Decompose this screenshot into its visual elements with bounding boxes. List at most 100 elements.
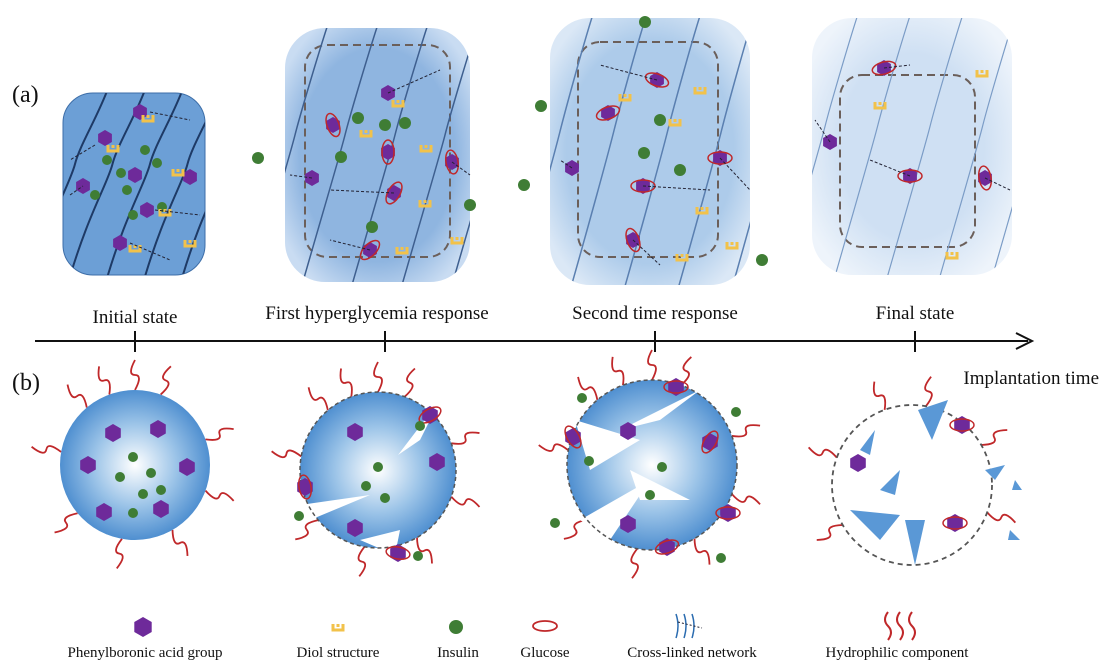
glucose xyxy=(644,72,670,88)
glucose xyxy=(715,506,741,520)
stage-label: Initial state xyxy=(93,307,178,328)
insulin xyxy=(654,114,666,126)
hydrophilic-tail xyxy=(630,548,639,579)
insulin xyxy=(638,147,650,159)
hydrophilic-tail xyxy=(924,376,933,407)
hydrophilic-tail xyxy=(54,512,78,534)
phenylboronic-acid xyxy=(98,130,112,146)
hydrophilic-tail xyxy=(872,381,887,410)
hydrophilic-tail xyxy=(339,368,353,397)
glucose xyxy=(663,380,689,394)
hydrophilic-tail xyxy=(204,490,235,502)
hydrophilic-tail xyxy=(373,361,383,393)
network-icon xyxy=(677,621,703,629)
insulin xyxy=(128,452,138,462)
hydrophilic-tail xyxy=(538,443,569,452)
phenylboronic-acid xyxy=(720,504,736,522)
insulin xyxy=(373,462,383,472)
crack xyxy=(360,530,400,555)
phenylboronic-acid xyxy=(179,458,195,476)
insulin xyxy=(152,158,162,168)
hydrophilic-tail xyxy=(295,519,319,541)
diol xyxy=(873,102,887,110)
hydrophilic-tail xyxy=(31,445,62,454)
diol xyxy=(395,247,409,255)
hydrophilic-tail xyxy=(450,496,481,508)
network xyxy=(812,18,1012,275)
crosslink xyxy=(387,69,441,94)
hydrogel-stages xyxy=(62,18,1012,285)
tail-icon xyxy=(884,611,892,641)
diol xyxy=(359,130,373,138)
diol xyxy=(668,119,682,127)
insulin xyxy=(716,553,726,563)
insulin xyxy=(116,168,126,178)
glucose-icon xyxy=(532,620,558,632)
phenylboronic-acid xyxy=(620,422,636,440)
diol xyxy=(695,207,709,215)
fragment xyxy=(918,400,948,440)
polymer-chain xyxy=(675,18,750,285)
diol xyxy=(975,70,989,78)
insulin xyxy=(577,393,587,403)
insulin xyxy=(128,508,138,518)
crosslink xyxy=(289,174,313,179)
diol xyxy=(183,240,197,248)
insulin xyxy=(90,190,100,200)
final-gel xyxy=(812,18,1012,275)
polymer-chain xyxy=(179,93,205,275)
insulin xyxy=(352,112,364,124)
insulin xyxy=(115,472,125,482)
glucose xyxy=(942,516,968,530)
insulin xyxy=(294,511,304,521)
network xyxy=(550,18,750,285)
legend-label: Diol structure xyxy=(297,645,380,661)
crack xyxy=(300,495,370,520)
insulin xyxy=(415,421,425,431)
crosslink xyxy=(642,185,711,191)
crosslink xyxy=(883,64,911,69)
insulin xyxy=(102,155,112,165)
axis-arrow xyxy=(1015,332,1035,350)
glucose xyxy=(630,179,656,193)
insulin xyxy=(756,254,768,266)
legend-label: Hydrophilic component xyxy=(826,645,970,661)
glucose xyxy=(381,139,395,165)
glucose xyxy=(564,425,582,449)
crosslink xyxy=(451,161,471,176)
tail-icon xyxy=(896,611,904,641)
hydrophilic-tail xyxy=(807,446,838,459)
crosslink xyxy=(814,119,831,143)
hydrophilic-tail xyxy=(97,366,111,395)
decorations xyxy=(31,16,1022,641)
hydrophilic-tail xyxy=(66,384,88,408)
stage-label: First hyperglycemia response xyxy=(265,303,488,324)
crack xyxy=(580,480,650,540)
glucose xyxy=(977,165,993,191)
phenylboronic-acid xyxy=(80,456,96,474)
polymer-chain xyxy=(449,28,470,282)
diol xyxy=(418,200,432,208)
diol xyxy=(945,252,959,260)
insulin xyxy=(550,518,560,528)
glucose xyxy=(297,474,313,500)
stage-label: Final state xyxy=(876,303,955,324)
diol xyxy=(450,237,464,245)
polymer-chain xyxy=(936,18,1012,275)
insulin xyxy=(138,489,148,499)
glucose xyxy=(701,430,719,454)
phenylboronic-acid xyxy=(850,454,866,472)
timeline xyxy=(35,331,1035,352)
hydrophilic-tail xyxy=(416,537,433,564)
insulin xyxy=(361,481,371,491)
diol xyxy=(618,94,632,102)
insulin xyxy=(156,485,166,495)
phenylboronic-acid xyxy=(128,167,142,183)
diol xyxy=(391,100,405,108)
legend-label: Cross-linked network xyxy=(627,645,757,661)
fragment xyxy=(1012,480,1022,490)
glucose xyxy=(949,418,975,432)
diol xyxy=(675,254,689,262)
insulin xyxy=(366,221,378,233)
panel-label: (b) xyxy=(12,370,40,396)
